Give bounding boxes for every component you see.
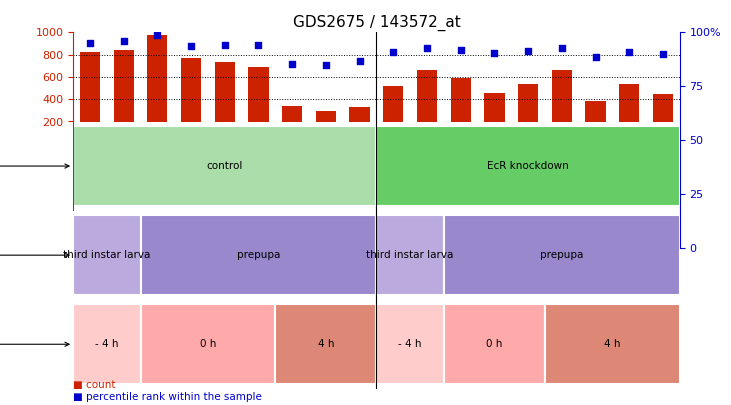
Bar xyxy=(113,74,134,247)
Bar xyxy=(349,213,370,247)
Title: GDS2675 / 143572_at: GDS2675 / 143572_at xyxy=(292,15,461,31)
FancyBboxPatch shape xyxy=(376,304,444,384)
Point xyxy=(522,75,534,81)
Text: time: time xyxy=(0,339,69,349)
Bar xyxy=(552,124,572,247)
Text: ■ percentile rank within the sample: ■ percentile rank within the sample xyxy=(73,392,262,402)
Point xyxy=(387,77,399,83)
FancyBboxPatch shape xyxy=(444,304,545,384)
Point xyxy=(320,109,332,115)
Text: 4 h: 4 h xyxy=(604,339,621,349)
Point xyxy=(84,55,96,62)
Point xyxy=(455,72,466,79)
Bar xyxy=(653,182,673,247)
Bar xyxy=(586,199,606,247)
Bar xyxy=(80,81,100,247)
Point xyxy=(624,77,635,83)
Text: third instar larva: third instar larva xyxy=(63,250,151,260)
Text: prepupa: prepupa xyxy=(540,250,583,260)
Bar xyxy=(215,104,235,247)
FancyBboxPatch shape xyxy=(545,304,680,384)
Text: 4 h: 4 h xyxy=(318,339,334,349)
Point xyxy=(151,36,163,42)
Bar xyxy=(383,163,404,247)
Text: EcR knockdown: EcR knockdown xyxy=(488,161,569,171)
Point xyxy=(657,81,669,87)
FancyBboxPatch shape xyxy=(140,215,376,295)
FancyBboxPatch shape xyxy=(376,126,680,206)
Point xyxy=(488,79,500,85)
Bar xyxy=(316,222,336,247)
Bar xyxy=(249,116,268,247)
Text: 0 h: 0 h xyxy=(486,339,503,349)
FancyBboxPatch shape xyxy=(73,304,140,384)
Point xyxy=(590,90,602,96)
Text: ■ count: ■ count xyxy=(73,380,115,390)
FancyBboxPatch shape xyxy=(444,215,680,295)
Bar xyxy=(619,158,640,247)
Text: 0 h: 0 h xyxy=(200,339,216,349)
Point xyxy=(118,51,129,57)
Bar xyxy=(181,94,201,247)
Text: prepupa: prepupa xyxy=(237,250,280,260)
Bar xyxy=(147,38,167,247)
FancyBboxPatch shape xyxy=(73,126,376,206)
FancyBboxPatch shape xyxy=(376,215,444,295)
Text: - 4 h: - 4 h xyxy=(95,339,118,349)
Bar xyxy=(450,141,471,247)
Point xyxy=(185,62,197,68)
Point xyxy=(556,66,568,72)
Point xyxy=(287,104,298,111)
FancyBboxPatch shape xyxy=(140,304,276,384)
Point xyxy=(219,59,231,66)
FancyBboxPatch shape xyxy=(276,304,376,384)
Text: protocol: protocol xyxy=(0,161,69,171)
Bar xyxy=(417,122,437,247)
Text: development stage: development stage xyxy=(0,250,69,260)
Bar xyxy=(485,178,504,247)
Text: - 4 h: - 4 h xyxy=(398,339,422,349)
Point xyxy=(354,98,366,104)
Point xyxy=(421,68,433,75)
FancyBboxPatch shape xyxy=(73,215,140,295)
Text: control: control xyxy=(207,161,243,171)
Bar xyxy=(518,156,538,247)
Bar xyxy=(282,211,303,247)
Point xyxy=(253,59,265,66)
Text: third instar larva: third instar larva xyxy=(366,250,454,260)
